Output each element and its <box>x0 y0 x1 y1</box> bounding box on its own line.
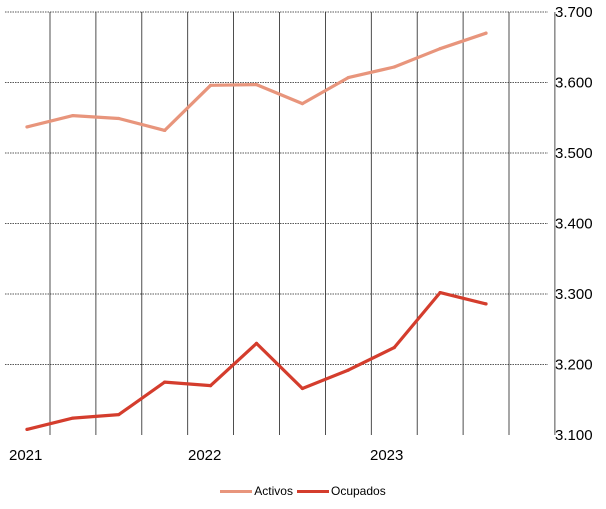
legend: Activos Ocupados <box>0 484 606 498</box>
legend-swatch-activos <box>220 489 253 493</box>
data-point-ocupados <box>163 380 167 384</box>
data-point-activos <box>438 47 442 51</box>
data-point-activos <box>300 102 304 106</box>
legend-item-ocupados: Ocupados <box>296 484 386 498</box>
data-point-ocupados <box>254 341 259 345</box>
data-point-activos <box>254 83 259 87</box>
data-point-ocupados <box>25 427 29 431</box>
data-point-ocupados <box>438 290 442 295</box>
x-tick-label: 2023 <box>370 447 403 464</box>
x-tick-label: 2021 <box>9 447 42 464</box>
data-point-ocupados <box>71 416 75 420</box>
data-point-activos <box>163 128 167 133</box>
data-point-ocupados <box>346 368 350 372</box>
legend-label-ocupados: Ocupados <box>330 484 386 498</box>
data-point-activos <box>392 65 396 69</box>
series-lines <box>25 31 488 431</box>
data-point-activos <box>346 75 350 80</box>
y-tick-label: 3.700 <box>555 4 593 21</box>
data-point-activos <box>484 31 488 35</box>
x-tick-label: 2022 <box>188 447 221 464</box>
data-point-activos <box>71 114 75 118</box>
y-tick-label: 3.200 <box>555 357 593 374</box>
data-point-activos <box>209 83 213 87</box>
data-point-activos <box>117 116 121 121</box>
y-tick-label: 3.500 <box>555 145 593 162</box>
y-tick-label: 3.400 <box>555 216 593 233</box>
line-chart: 3.100 3.200 3.300 3.400 3.500 3.600 3.700 2021… <box>5 4 593 464</box>
data-point-ocupados <box>392 345 396 350</box>
horizontal-gridlines <box>5 11 548 365</box>
legend-label-activos: Activos <box>254 484 293 498</box>
x-axis-tick-labels: 2021 2022 2023 <box>9 447 403 464</box>
y-tick-label: 3.600 <box>555 75 593 92</box>
data-point-ocupados <box>484 302 488 306</box>
y-axis-tick-labels: 3.100 3.200 3.300 3.400 3.500 3.600 3.700 <box>555 4 593 444</box>
y-tick-label: 3.300 <box>555 286 593 303</box>
legend-item-activos: Activos <box>220 484 293 498</box>
data-point-ocupados <box>300 386 304 391</box>
data-point-ocupados <box>117 412 121 417</box>
legend-swatch-ocupados <box>296 489 329 493</box>
data-point-activos <box>25 125 29 129</box>
data-point-ocupados <box>209 384 213 388</box>
y-tick-label: 3.100 <box>555 427 593 444</box>
